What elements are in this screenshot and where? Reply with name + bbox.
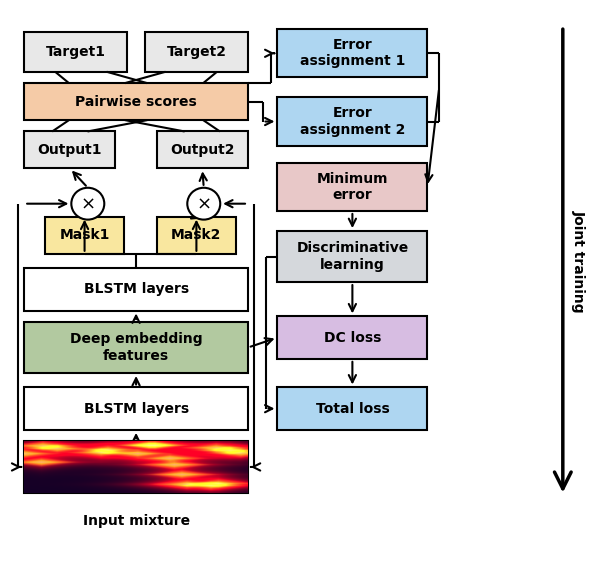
Text: Target1: Target1 <box>46 45 106 59</box>
FancyBboxPatch shape <box>24 132 116 168</box>
Text: DC loss: DC loss <box>324 331 381 345</box>
Circle shape <box>71 188 104 219</box>
Text: Deep embedding
features: Deep embedding features <box>70 332 202 363</box>
Text: Error
assignment 2: Error assignment 2 <box>300 107 405 137</box>
Text: Mask2: Mask2 <box>171 228 222 242</box>
Circle shape <box>187 188 220 219</box>
FancyBboxPatch shape <box>157 132 248 168</box>
FancyBboxPatch shape <box>145 32 248 72</box>
FancyBboxPatch shape <box>277 97 427 146</box>
Text: Joint training: Joint training <box>572 210 586 312</box>
FancyBboxPatch shape <box>24 388 248 430</box>
Text: Output1: Output1 <box>38 143 102 157</box>
FancyBboxPatch shape <box>277 316 427 359</box>
FancyBboxPatch shape <box>277 388 427 430</box>
FancyBboxPatch shape <box>24 32 127 72</box>
Text: Input mixture: Input mixture <box>83 514 189 528</box>
FancyBboxPatch shape <box>45 217 124 254</box>
Text: BLSTM layers: BLSTM layers <box>84 282 189 296</box>
FancyBboxPatch shape <box>24 83 248 120</box>
Text: Discriminative
learning: Discriminative learning <box>296 242 408 272</box>
FancyBboxPatch shape <box>277 163 427 211</box>
FancyBboxPatch shape <box>277 29 427 78</box>
FancyBboxPatch shape <box>24 322 248 373</box>
Text: Output2: Output2 <box>170 143 235 157</box>
Text: $\times$: $\times$ <box>80 195 95 213</box>
Text: Total loss: Total loss <box>316 402 389 416</box>
Text: Minimum
error: Minimum error <box>317 172 388 202</box>
Text: Target2: Target2 <box>166 45 227 59</box>
Text: BLSTM layers: BLSTM layers <box>84 402 189 416</box>
Text: Pairwise scores: Pairwise scores <box>75 95 197 109</box>
Text: $\times$: $\times$ <box>196 195 211 213</box>
FancyBboxPatch shape <box>24 268 248 311</box>
FancyBboxPatch shape <box>157 217 236 254</box>
FancyBboxPatch shape <box>277 231 427 282</box>
Text: Error
assignment 1: Error assignment 1 <box>300 38 405 68</box>
Text: Mask1: Mask1 <box>60 228 110 242</box>
